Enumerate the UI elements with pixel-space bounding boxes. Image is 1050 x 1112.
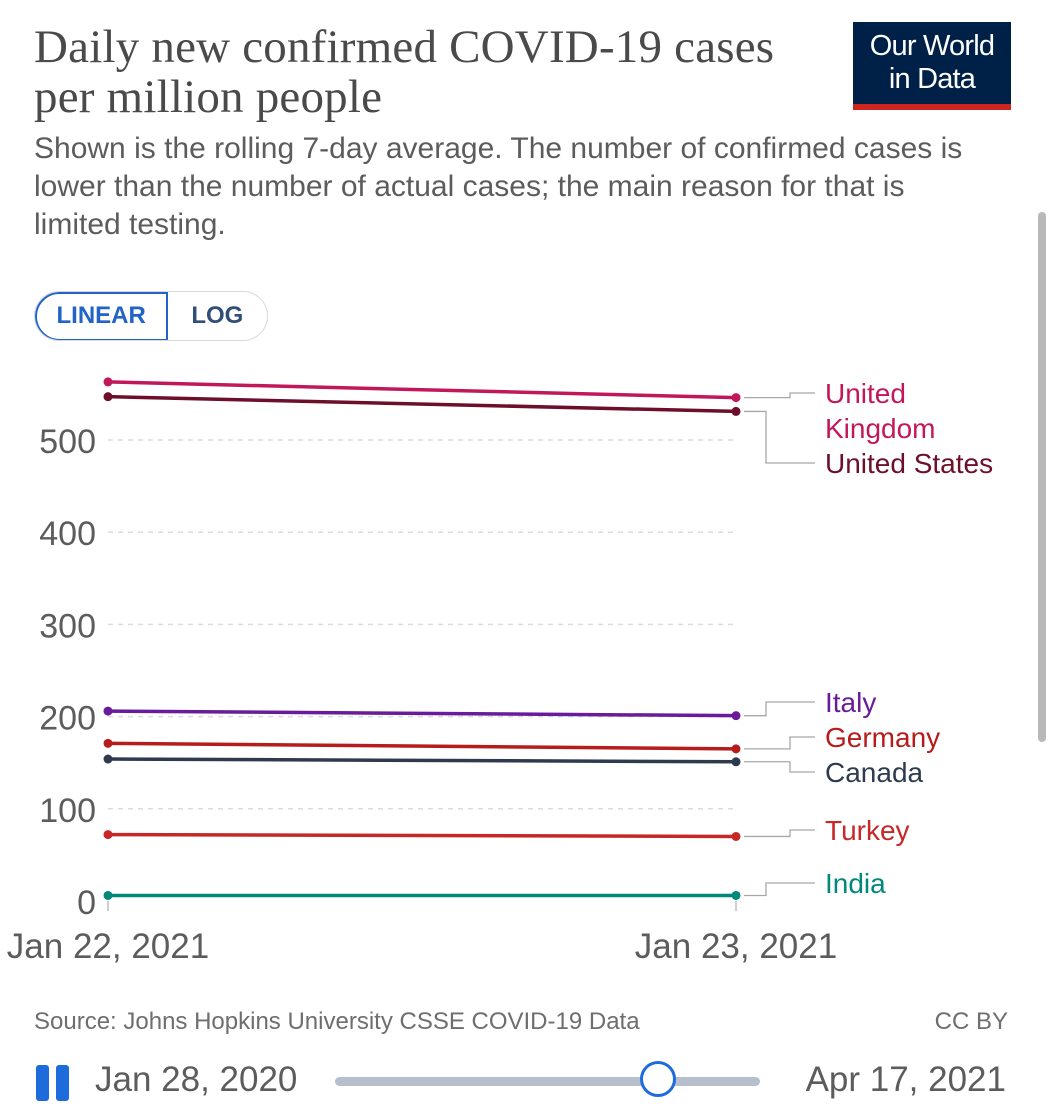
data-point-united-states [103,392,113,402]
y-tick-label: 0 [77,884,96,922]
label-connector-canada [744,761,815,773]
y-tick-label: 400 [39,515,96,553]
pause-icon[interactable] [36,1065,74,1101]
data-point-united-kingdom [103,377,113,387]
data-point-turkey [731,831,741,841]
logo-line-2: in Data [888,63,976,95]
data-point-canada [103,754,113,764]
timeline-handle[interactable] [640,1061,676,1097]
timeline-end-date: Apr 17, 2021 [805,1060,1006,1099]
data-point-india [103,890,113,900]
series-label-united-states: United States [825,448,993,479]
x-tick-label: Jan 22, 2021 [7,927,209,966]
logo-line-1: Our World [869,30,995,62]
label-connector-india [744,882,815,897]
label-connector-united-states [744,410,815,464]
timeline-start-date: Jan 28, 2020 [95,1060,298,1099]
series-line-italy [106,709,738,718]
series-line-canada [106,757,738,764]
chart-title: Daily new confirmed COVID-19 cases per m… [34,21,775,123]
data-point-united-states [731,406,741,416]
license-link[interactable]: CC BY [934,1008,1008,1035]
label-connector-germany [744,736,815,750]
series-label-united-kingdom: United [825,378,906,409]
label-connector-turkey [744,829,815,838]
owid-logo[interactable]: Our World in Data [853,22,1011,110]
data-point-turkey [103,830,113,840]
scale-toggle: LINEAR LOG [34,291,269,341]
chart-subtitle: Shown is the rolling 7-day average. The … [34,132,963,241]
data-point-germany [103,738,113,748]
y-tick-label: 300 [39,607,96,645]
series-line-turkey [106,832,738,839]
x-tick-label: Jan 23, 2021 [635,927,837,966]
series-label-canada: Canada [825,757,924,788]
line-chart: 0 100 200 300 400 500 Jan 22, 2021 Jan 23, 2021… [7,377,993,966]
timeline-track[interactable] [335,1077,760,1086]
series-label-germany: Germany [825,722,940,753]
scrollbar[interactable] [1038,212,1046,742]
series-line-united-states [106,394,738,414]
label-connector-united-kingdom [744,392,815,399]
series-line-germany [106,741,738,751]
data-point-italy [103,706,113,716]
y-tick-label: 100 [39,792,96,830]
series-label-italy: Italy [825,687,876,718]
source-note[interactable]: Source: Johns Hopkins University CSSE CO… [34,1008,640,1035]
y-tick-label: 200 [39,700,96,738]
series-label-turkey: Turkey [825,815,910,846]
series-label-united-kingdom: Kingdom [825,413,936,444]
log-scale-button[interactable]: LOG [191,302,244,329]
y-tick-label: 500 [39,423,96,461]
data-point-united-kingdom [731,393,741,403]
label-connector-italy [744,701,815,717]
data-point-italy [731,711,741,721]
data-point-india [731,890,741,900]
linear-scale-button[interactable]: LINEAR [35,292,168,340]
series-label-india: India [825,868,886,899]
data-point-canada [731,757,741,767]
series-line-united-kingdom [106,380,738,400]
data-point-germany [731,744,741,754]
